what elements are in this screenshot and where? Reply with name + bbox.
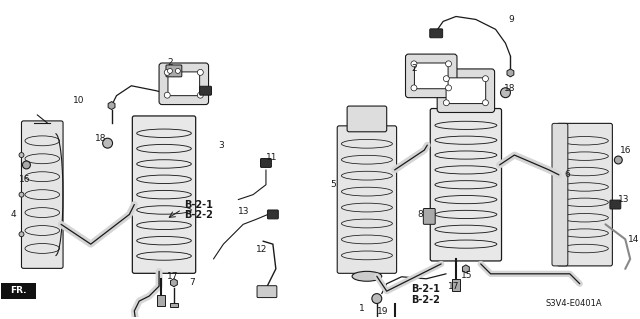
FancyBboxPatch shape [1,283,36,299]
Text: 9: 9 [508,15,514,24]
Text: 16: 16 [620,145,632,155]
Circle shape [19,232,24,237]
Text: 1: 1 [359,304,365,313]
FancyBboxPatch shape [430,108,502,261]
Circle shape [19,192,24,197]
Text: 13: 13 [618,195,630,204]
Text: 18: 18 [504,84,515,93]
Circle shape [411,85,417,91]
Circle shape [445,85,451,91]
Circle shape [500,88,511,98]
Text: 10: 10 [73,96,84,105]
FancyBboxPatch shape [159,63,209,105]
FancyBboxPatch shape [406,54,457,98]
Circle shape [483,76,488,82]
Text: 3: 3 [218,141,224,150]
FancyBboxPatch shape [268,210,278,219]
FancyBboxPatch shape [557,123,612,266]
Text: 2: 2 [412,64,417,73]
FancyBboxPatch shape [166,65,182,77]
Circle shape [164,92,170,98]
Text: 15: 15 [461,271,472,280]
Text: 18: 18 [95,134,106,143]
Text: 19: 19 [377,307,388,316]
Text: 8: 8 [417,210,423,219]
Text: 12: 12 [256,245,268,254]
FancyBboxPatch shape [610,200,621,209]
FancyBboxPatch shape [22,121,63,268]
Polygon shape [108,101,115,109]
Text: 17: 17 [448,282,460,291]
FancyBboxPatch shape [430,29,443,38]
Text: 14: 14 [628,235,639,244]
Circle shape [614,156,622,164]
Text: 17: 17 [167,272,179,281]
Text: B-2-2: B-2-2 [184,211,212,220]
Text: B-2-1: B-2-1 [184,200,212,210]
FancyBboxPatch shape [390,318,399,319]
Circle shape [444,76,449,82]
FancyBboxPatch shape [415,63,448,89]
FancyBboxPatch shape [260,159,271,167]
Text: 2: 2 [167,58,173,68]
Text: 4: 4 [11,210,16,219]
FancyBboxPatch shape [170,302,178,308]
FancyBboxPatch shape [437,69,495,113]
Text: 5: 5 [330,180,336,189]
Text: 6: 6 [565,170,571,179]
FancyBboxPatch shape [452,279,460,291]
Text: 16: 16 [19,175,30,184]
Text: S3V4-E0401A: S3V4-E0401A [545,299,602,308]
FancyBboxPatch shape [552,123,568,266]
Circle shape [22,161,30,169]
Circle shape [197,92,204,98]
FancyBboxPatch shape [446,78,486,104]
FancyBboxPatch shape [132,116,196,273]
Circle shape [372,293,381,303]
FancyBboxPatch shape [257,286,277,298]
Circle shape [444,100,449,106]
Text: B-2-2: B-2-2 [412,294,440,305]
FancyBboxPatch shape [200,86,211,95]
Circle shape [102,138,113,148]
Text: 11: 11 [266,152,278,161]
Circle shape [483,100,488,106]
Polygon shape [170,279,177,287]
Circle shape [168,69,172,73]
Polygon shape [507,69,514,77]
Text: 7: 7 [189,278,195,287]
Circle shape [164,70,170,75]
FancyBboxPatch shape [168,72,200,96]
Circle shape [175,69,180,73]
Circle shape [19,152,24,158]
FancyBboxPatch shape [157,295,165,307]
FancyBboxPatch shape [372,318,381,319]
FancyBboxPatch shape [347,106,387,132]
Text: B-2-1: B-2-1 [412,284,440,294]
Text: FR.: FR. [10,286,27,295]
FancyBboxPatch shape [337,126,397,273]
Ellipse shape [352,271,381,281]
Polygon shape [463,265,469,273]
Circle shape [411,61,417,67]
Circle shape [445,61,451,67]
Circle shape [197,70,204,75]
Text: 13: 13 [238,207,250,216]
FancyBboxPatch shape [423,209,435,224]
